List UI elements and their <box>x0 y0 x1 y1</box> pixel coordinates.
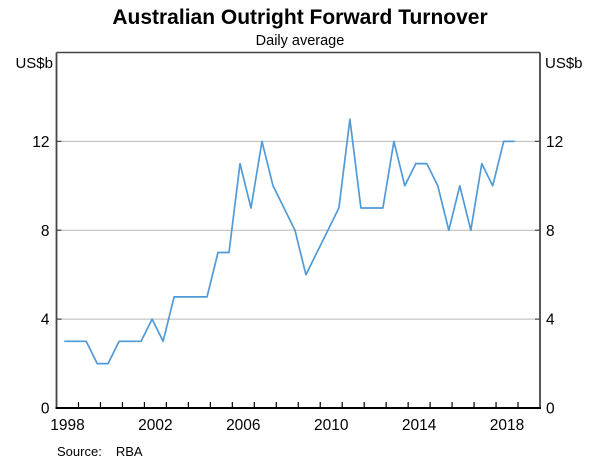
y-tick-label-right: 4 <box>546 312 555 329</box>
y-tick-label-right: 12 <box>546 134 563 151</box>
y-tick-label-left: 4 <box>41 312 50 329</box>
chart-subtitle: Daily average <box>255 33 345 49</box>
x-tick-label: 2018 <box>490 417 524 434</box>
y-axis-unit-left: US$b <box>15 55 53 72</box>
y-tick-label-left: 8 <box>41 223 50 240</box>
y-tick-label-right: 0 <box>546 401 555 418</box>
x-tick-label: 2006 <box>226 417 260 434</box>
x-tick-label: 1998 <box>50 417 84 434</box>
x-tick-label: 2002 <box>138 417 172 434</box>
y-tick-label-left: 12 <box>32 134 49 151</box>
y-tick-label-right: 8 <box>546 223 555 240</box>
series-line <box>64 118 515 365</box>
x-tick-label: 2014 <box>402 417 437 434</box>
source-label: Source: <box>57 444 102 459</box>
source-note: Source: RBA <box>57 444 143 459</box>
x-tick-label: 2010 <box>314 417 349 434</box>
y-tick-label-left: 0 <box>41 401 50 418</box>
y-axis-unit-right: US$b <box>545 55 583 72</box>
source-value: RBA <box>115 444 143 459</box>
chart-title: Australian Outright Forward Turnover <box>112 6 488 29</box>
